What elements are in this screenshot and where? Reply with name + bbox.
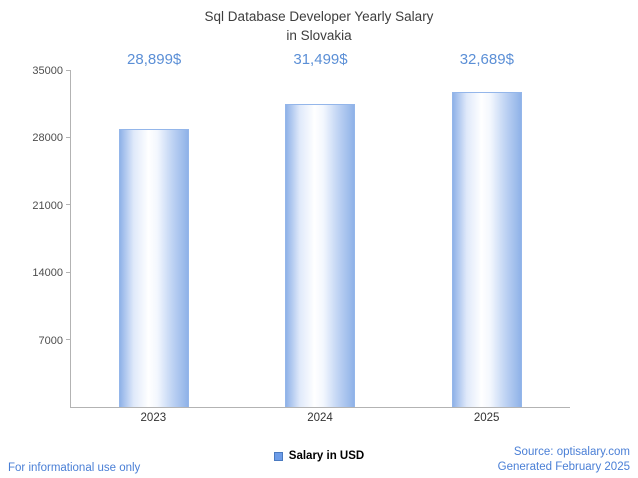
y-axis-tick-mark <box>66 69 71 71</box>
bar-value-label: 28,899$ <box>127 51 182 68</box>
chart-title: Sql Database Developer Yearly Salary in … <box>0 8 638 46</box>
legend-label: Salary in USD <box>288 450 365 462</box>
chart-area: 7000 14000 21000 28000 35000 28,899$ 31,499$ 32… <box>32 51 570 408</box>
y-axis-tick-label: 14000 <box>32 267 63 280</box>
x-axis-label-2023: 2023 <box>140 412 167 424</box>
y-axis-tick-label: 7000 <box>38 334 63 347</box>
salary-bar-2023[interactable] <box>119 128 190 407</box>
salary-bar-2024[interactable] <box>285 103 356 407</box>
bar-group-2025: 32,689$ <box>404 51 570 407</box>
generated-text: Generated February 2025 <box>497 460 630 473</box>
y-axis-tick-label: 21000 <box>32 199 63 212</box>
bar-group-2024: 31,499$ <box>237 51 403 407</box>
plot-area: 7000 14000 21000 28000 35000 28,899$ 31,499$ 32… <box>32 51 570 408</box>
source-text: Source: optisalary.com <box>513 446 630 459</box>
y-axis-tick-mark <box>66 136 71 138</box>
bar-group-2023: 28,899$ <box>71 51 237 407</box>
y-axis-tick-mark <box>66 271 71 273</box>
legend-swatch-icon <box>273 451 283 461</box>
y-axis-tick-mark <box>66 204 71 206</box>
bars-container: 28,899$ 31,499$ 32,689$ <box>71 51 570 407</box>
y-axis-tick-mark <box>66 339 71 341</box>
chart-title-line2: in Slovakia <box>286 27 352 43</box>
bar-value-label: 31,499$ <box>293 51 348 68</box>
legend[interactable]: Salary in USD <box>0 450 638 462</box>
bar-value-label: 32,689$ <box>459 51 514 68</box>
x-axis: 2023 2024 2025 <box>70 412 570 424</box>
disclaimer-text: For informational use only <box>8 462 141 474</box>
salary-bar-2025[interactable] <box>451 92 522 407</box>
chart-title-line1: Sql Database Developer Yearly Salary <box>204 9 434 24</box>
y-axis-tick-label: 35000 <box>32 65 63 77</box>
source-block: Source: optisalary.com Generated Februar… <box>498 445 630 474</box>
x-axis-label-2024: 2024 <box>307 412 333 424</box>
x-axis-label-2025: 2025 <box>473 412 500 424</box>
y-axis-tick-label: 28000 <box>32 132 63 145</box>
